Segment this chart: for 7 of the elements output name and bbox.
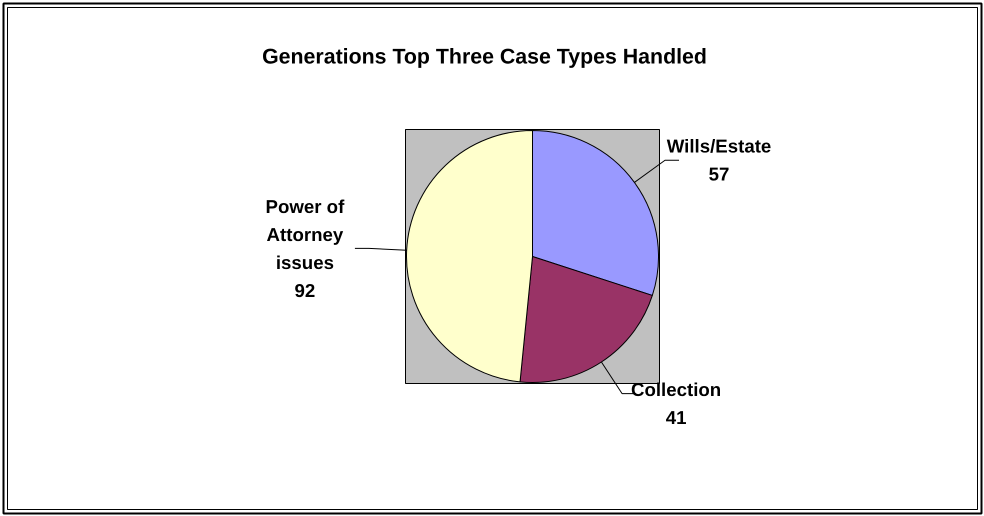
data-label: 57 xyxy=(708,164,730,185)
slice-label: Power of Attorney issues xyxy=(266,196,346,273)
chart-title: Generations Top Three Case Types Handled xyxy=(262,44,707,68)
data-label: 41 xyxy=(666,407,686,428)
data-label: 92 xyxy=(294,280,316,301)
slice-label: Wills/Estate xyxy=(666,136,772,157)
slice-label: Collection xyxy=(631,379,722,400)
